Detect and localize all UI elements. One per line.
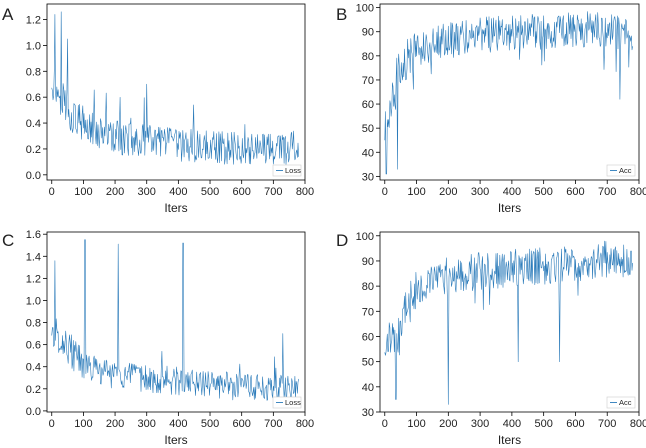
y-tick-label: 0.2: [26, 384, 41, 396]
y-tick-label: 40: [362, 382, 374, 394]
y-tick-label: 60: [362, 331, 374, 343]
panel-d: D 0 100 200 300 400 500 600 700 800 30 40 50 60 70 80 90…: [336, 231, 646, 447]
x-tick-label: 300: [138, 418, 156, 430]
series-line-acc: [384, 240, 633, 405]
panel-letter: A: [2, 5, 14, 24]
legend-label: Acc: [619, 398, 632, 407]
x-tick-label: 500: [201, 186, 219, 198]
y-tick-label: 0.8: [26, 66, 41, 78]
plot-frame: [379, 3, 640, 181]
x-tick-label: 600: [566, 418, 584, 430]
x-tick-label: 300: [471, 186, 489, 198]
y-tick-label: 0.4: [26, 118, 41, 130]
y-tick-label: 100: [356, 231, 374, 243]
x-tick-label: 0: [49, 186, 55, 198]
x-tick-label: 600: [233, 186, 251, 198]
y-tick-label: 40: [362, 147, 374, 159]
x-tick-label: 400: [169, 418, 187, 430]
panel-letter: C: [2, 231, 14, 250]
x-tick-label: 200: [106, 186, 124, 198]
y-tick-label: 30: [362, 171, 374, 183]
y-tick-label: 80: [362, 51, 374, 63]
x-tick-label: 100: [74, 418, 92, 430]
x-tick-label: 300: [471, 418, 489, 430]
x-tick-label: 400: [503, 186, 521, 198]
y-tick-label: 80: [362, 281, 374, 293]
x-tick-label: 700: [264, 186, 282, 198]
x-tick-label: 300: [138, 186, 156, 198]
legend: [272, 396, 302, 409]
x-tick-label: 0: [382, 186, 388, 198]
x-tick-label: 200: [106, 418, 124, 430]
plot-frame: [379, 231, 640, 413]
x-tick-label: 0: [49, 418, 55, 430]
y-tick-label: 60: [362, 99, 374, 111]
x-axis-label: Iters: [164, 201, 187, 215]
x-axis-label: Iters: [498, 433, 521, 447]
legend: [606, 164, 636, 177]
plot-frame: [46, 231, 306, 413]
x-tick-label: 800: [296, 418, 314, 430]
series-line-loss: [51, 239, 299, 403]
x-tick-label: 500: [534, 186, 552, 198]
x-tick-label: 800: [630, 418, 646, 430]
legend: [272, 164, 302, 177]
y-tick-label: 30: [362, 407, 374, 419]
panel-letter: D: [336, 231, 348, 250]
series-line-acc: [384, 11, 633, 175]
y-tick-label: 100: [356, 3, 374, 15]
y-tick-label: 1.0: [26, 40, 41, 52]
x-tick-label: 700: [598, 418, 616, 430]
legend-label: Loss: [285, 398, 301, 407]
legend-label: Loss: [285, 166, 301, 175]
y-tick-label: 1.2: [26, 273, 41, 285]
x-tick-label: 500: [534, 418, 552, 430]
x-tick-label: 800: [630, 186, 646, 198]
y-tick-label: 50: [362, 123, 374, 135]
y-tick-label: 1.2: [26, 15, 41, 27]
y-tick-label: 0.6: [26, 340, 41, 352]
y-tick-label: 90: [362, 256, 374, 268]
y-tick-label: 70: [362, 75, 374, 87]
y-tick-label: 1.0: [26, 295, 41, 307]
y-tick-label: 0.4: [26, 362, 41, 374]
x-axis-label: Iters: [164, 433, 187, 447]
y-tick-label: 0.8: [26, 318, 41, 330]
x-tick-label: 500: [201, 418, 219, 430]
x-tick-label: 800: [296, 186, 314, 198]
y-tick-label: 90: [362, 27, 374, 39]
plot-frame: [46, 3, 306, 181]
y-tick-label: 1.6: [26, 229, 41, 241]
panel-a: A 0 100 200 300 400 500 600 700 800 0.0 0.2 0.4 0.6 0.…: [2, 3, 314, 215]
y-tick-label: 50: [362, 357, 374, 369]
legend: [606, 396, 636, 409]
x-tick-label: 600: [566, 186, 584, 198]
x-tick-label: 400: [503, 418, 521, 430]
x-tick-label: 100: [74, 186, 92, 198]
legend-label: Acc: [619, 166, 632, 175]
series-line-loss: [51, 11, 299, 165]
x-tick-label: 100: [407, 186, 425, 198]
x-tick-label: 700: [598, 186, 616, 198]
x-tick-label: 400: [169, 186, 187, 198]
x-tick-label: 0: [382, 418, 388, 430]
panel-letter: B: [336, 5, 347, 24]
y-tick-label: 0.0: [26, 170, 41, 182]
panel-c: C 0 100 200 300 400 500 600 700 800 0.0 0.2 0.4 0.6 0.…: [2, 229, 314, 447]
x-tick-label: 200: [439, 186, 457, 198]
y-tick-label: 1.4: [26, 251, 41, 263]
y-tick-label: 70: [362, 306, 374, 318]
x-tick-label: 600: [233, 418, 251, 430]
x-tick-label: 200: [439, 418, 457, 430]
x-axis-label: Iters: [498, 201, 521, 215]
y-tick-label: 0.2: [26, 144, 41, 156]
x-tick-label: 700: [264, 418, 282, 430]
y-tick-label: 0.0: [26, 406, 41, 418]
y-tick-label: 0.6: [26, 92, 41, 104]
x-tick-label: 100: [407, 418, 425, 430]
panel-b: B 0 100 200 300 400 500 600 700 800 30 40 50 60 70 80 90…: [336, 3, 646, 215]
